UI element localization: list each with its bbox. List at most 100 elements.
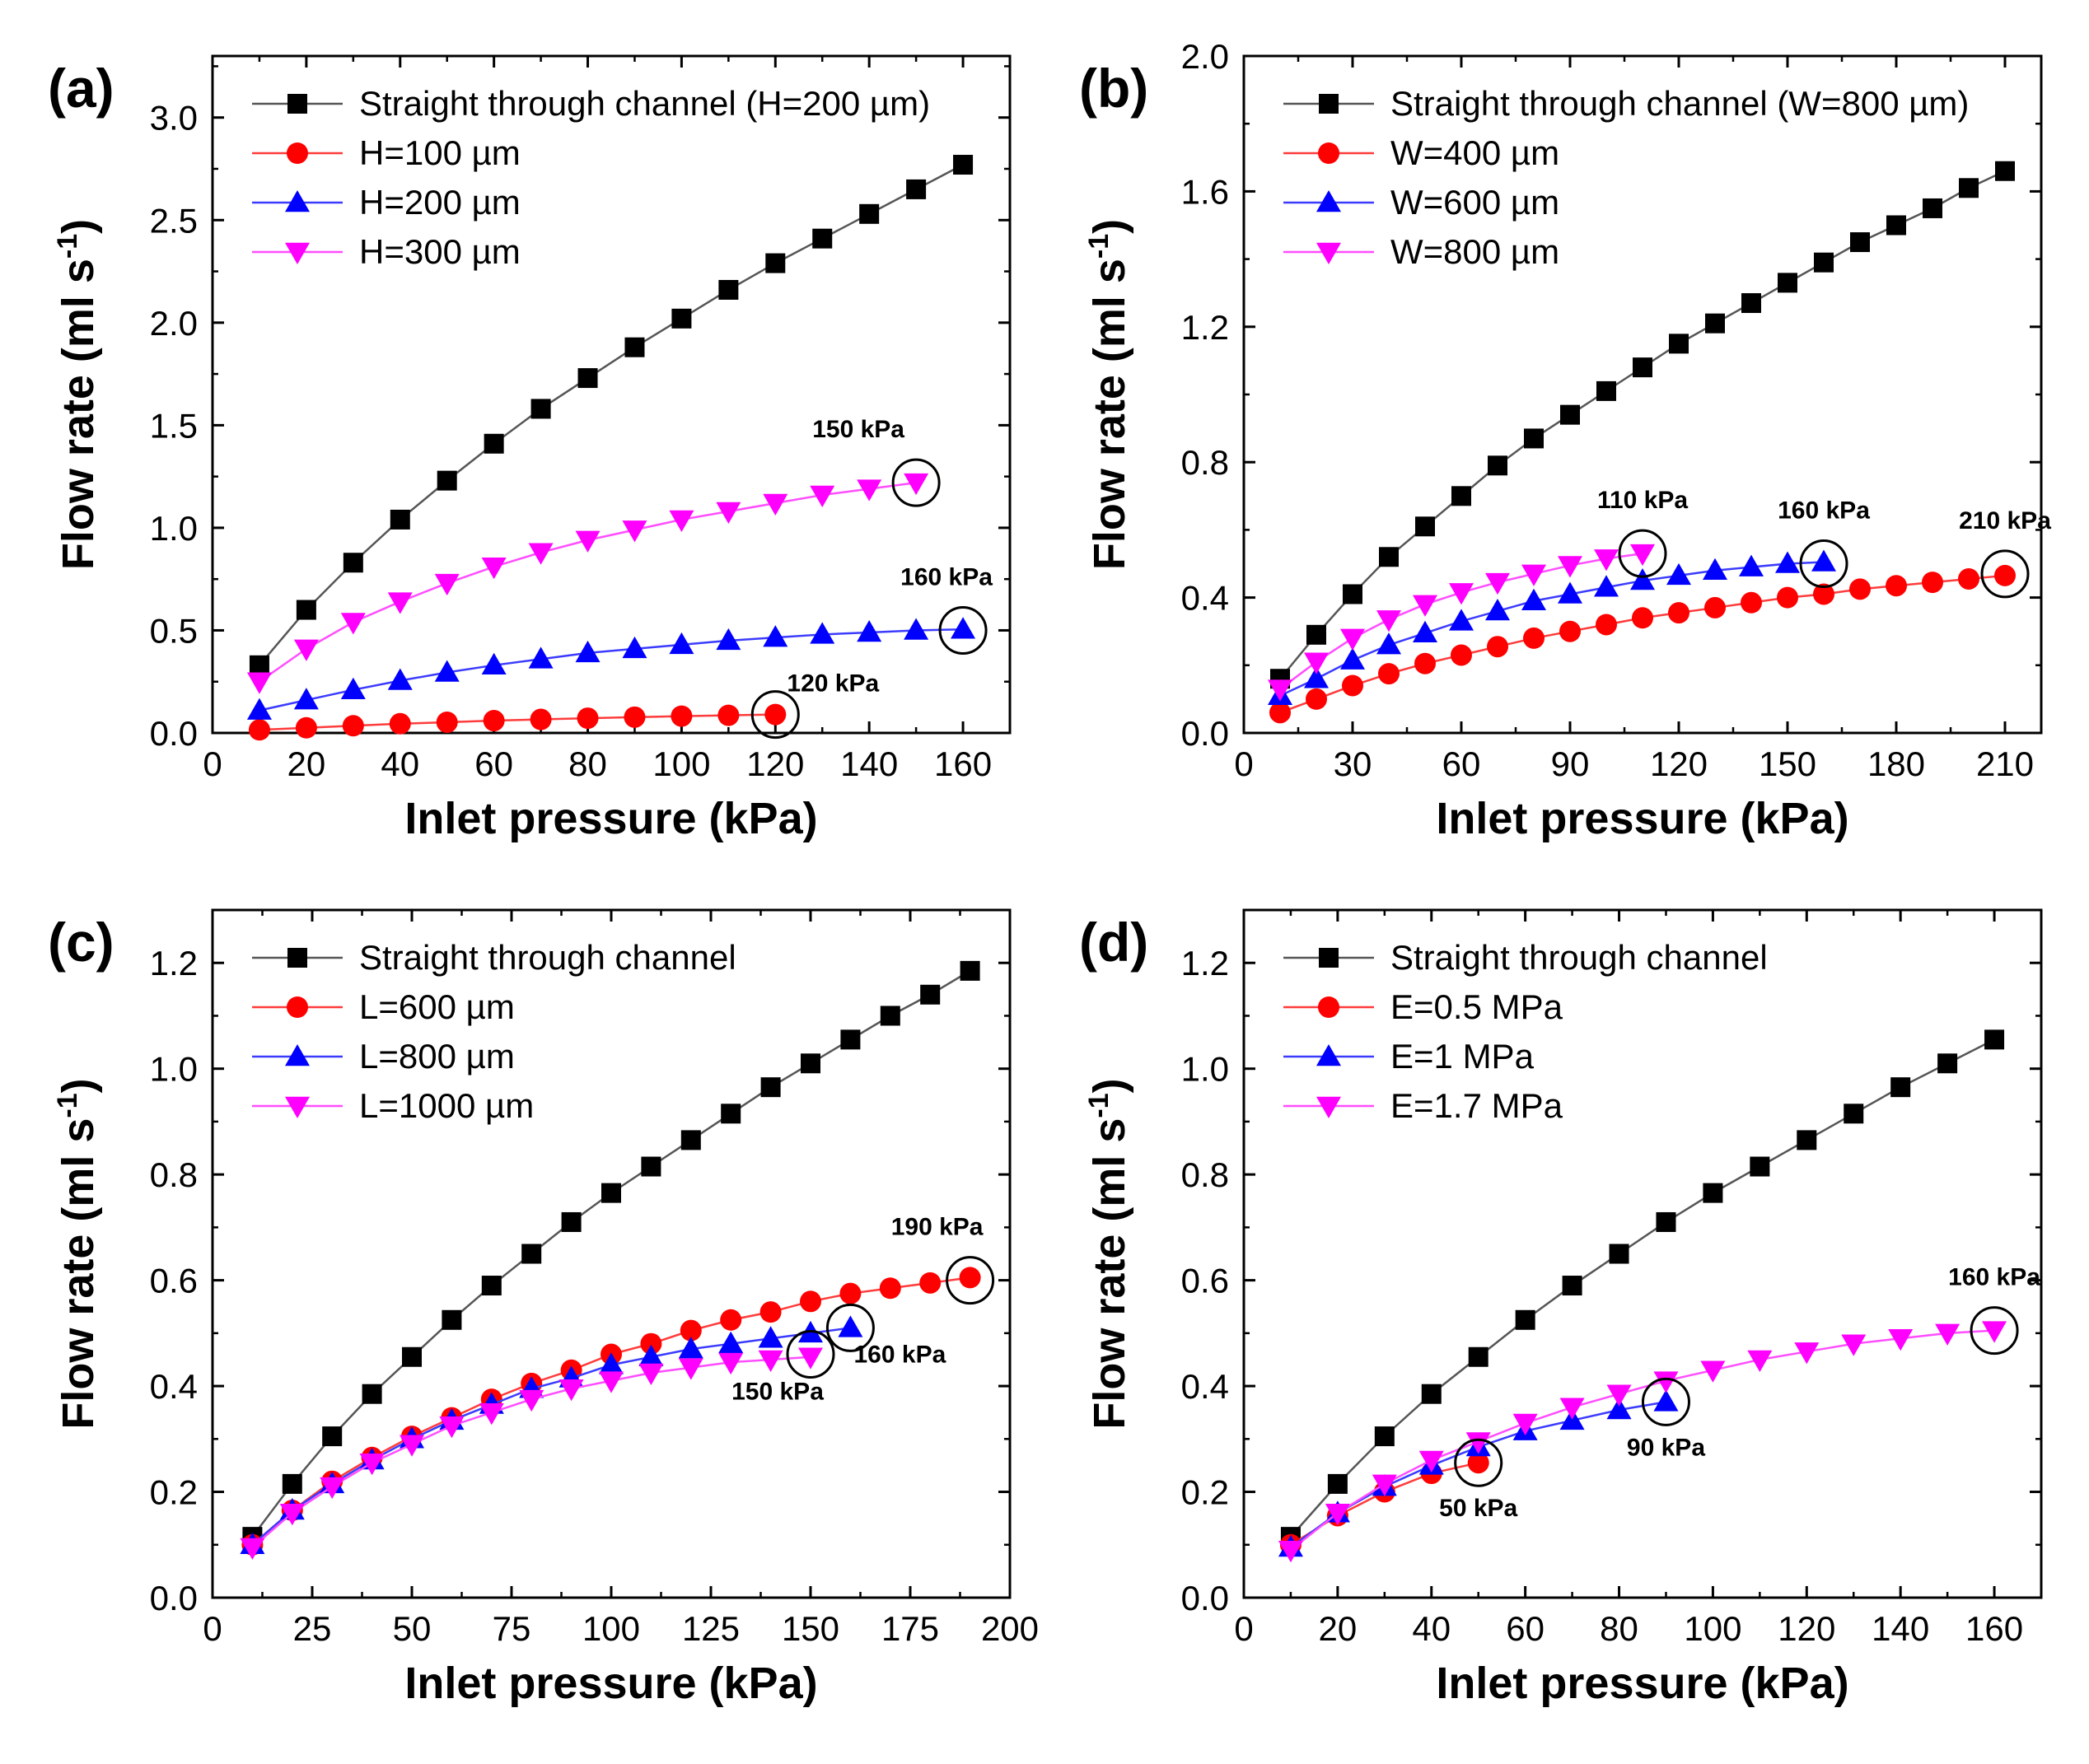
data-point: [293, 688, 319, 710]
series-1: [241, 1267, 981, 1556]
data-point: [678, 1358, 703, 1380]
x-tick-label: 90: [1551, 744, 1590, 783]
legend-marker: [287, 142, 308, 164]
data-point: [1378, 663, 1400, 685]
data-point: [1340, 647, 1365, 670]
data-point: [402, 1346, 422, 1367]
data-point: [1523, 627, 1545, 649]
data-point: [481, 652, 507, 675]
data-point: [246, 698, 272, 720]
data-point: [671, 308, 692, 329]
legend-marker: [285, 1044, 310, 1066]
data-point: [1703, 558, 1727, 580]
legend-entry: Straight through channel: [1390, 938, 1768, 977]
data-point: [387, 668, 413, 690]
panel-a: 0 20 40 60 80 100 120 140 160 0.0 0.5 1.0 1.5 2.0 2.5 3…: [48, 54, 1012, 843]
data-point: [1487, 636, 1508, 658]
annotation-circle: [938, 605, 988, 655]
data-point: [249, 655, 269, 675]
data-point: [1813, 583, 1834, 605]
legend-entry: E=0.5 MPa: [1390, 987, 1563, 1026]
y-axis-title: Flow rate (ml s-1): [1083, 1078, 1134, 1429]
x-tick-label: 150: [782, 1609, 839, 1648]
y-tick-label: 1.0: [1181, 1050, 1229, 1089]
data-point: [951, 617, 976, 639]
data-point: [1959, 178, 1979, 198]
data-point: [1278, 1540, 1303, 1563]
y-axis-title: Flow rate (ml s-1): [52, 219, 103, 570]
series-line: [258, 163, 964, 666]
data-point: [481, 557, 507, 580]
y-axis-title-main: Flow rate (ml s: [1085, 1118, 1134, 1430]
legend-entry: H=100 µm: [359, 133, 521, 172]
data-point: [1594, 575, 1619, 597]
y-axis-title-main: Flow rate (ml s: [54, 259, 103, 570]
x-tick-label: 125: [682, 1609, 740, 1648]
series-0: [1270, 161, 2015, 689]
data-point: [434, 573, 460, 596]
legend: Straight through channel (W=800 µm) W=400…: [1283, 84, 1969, 271]
data-point: [528, 646, 554, 669]
data-point: [920, 984, 941, 1005]
annotation-label: 150 kPa: [812, 416, 904, 443]
data-point: [1844, 1104, 1864, 1124]
series-3: [1268, 544, 1655, 702]
panel-b: 0 30 60 90 120 150 180 210 0.0 0.4 0.8 1.2 1.6 2.0 Inl…: [1079, 37, 2051, 843]
data-point: [483, 710, 505, 732]
y-tick-label: 0.0: [150, 1579, 198, 1617]
data-point: [575, 530, 601, 553]
annotation-label: 190 kPa: [891, 1214, 984, 1241]
data-point: [1705, 313, 1725, 334]
data-point: [671, 705, 693, 727]
legend-entry: E=1 MPa: [1390, 1037, 1535, 1076]
data-point: [624, 706, 646, 728]
annotation-circle: [946, 1256, 995, 1305]
y-tick-label: 1.0: [150, 1050, 198, 1089]
data-point: [1376, 632, 1401, 655]
data-point: [763, 493, 788, 516]
data-point: [362, 1384, 382, 1404]
data-point: [528, 543, 554, 565]
legend-entry: Straight through channel: [359, 938, 736, 977]
data-point: [1653, 1371, 1679, 1393]
data-point: [1376, 610, 1401, 632]
data-point: [1739, 554, 1764, 576]
data-point: [320, 1477, 345, 1500]
annotation-circle: [1980, 549, 2030, 599]
data-point: [953, 155, 974, 175]
data-point: [906, 179, 927, 199]
annotation-circle: [1454, 1438, 1503, 1487]
data-point: [1668, 602, 1689, 624]
data-point: [530, 399, 551, 419]
series-3: [240, 1347, 823, 1560]
data-point: [759, 1301, 782, 1323]
legend-entry: H=200 µm: [359, 183, 521, 222]
x-tick-label: 175: [881, 1609, 939, 1648]
series-1: [1269, 564, 2016, 724]
data-point: [678, 1337, 703, 1359]
data-point: [1958, 567, 1979, 590]
data-point: [1888, 1329, 1914, 1351]
series-1: [248, 703, 787, 741]
data-point: [389, 712, 411, 735]
y-axis-title-superscript: -1: [1083, 1093, 1115, 1118]
data-point: [282, 1473, 302, 1494]
data-point: [859, 203, 880, 224]
data-point: [798, 1347, 823, 1370]
data-point: [880, 1006, 900, 1026]
series-3: [1278, 1321, 2007, 1563]
legend-marker: [287, 94, 307, 114]
y-tick-label: 0.4: [1181, 579, 1229, 618]
y-axis-title-main: Flow rate (ml s: [54, 1118, 103, 1430]
data-point: [1794, 1342, 1820, 1365]
data-point: [1633, 357, 1652, 378]
y-tick-label: 0.6: [150, 1262, 198, 1300]
data-point: [1814, 252, 1834, 273]
data-point: [1982, 1321, 2007, 1343]
y-tick-label: 2.0: [150, 304, 198, 343]
x-tick-label: 180: [1867, 744, 1925, 783]
series-line: [1279, 170, 2006, 680]
legend-marker: [1316, 190, 1341, 212]
data-point: [1418, 1450, 1444, 1472]
